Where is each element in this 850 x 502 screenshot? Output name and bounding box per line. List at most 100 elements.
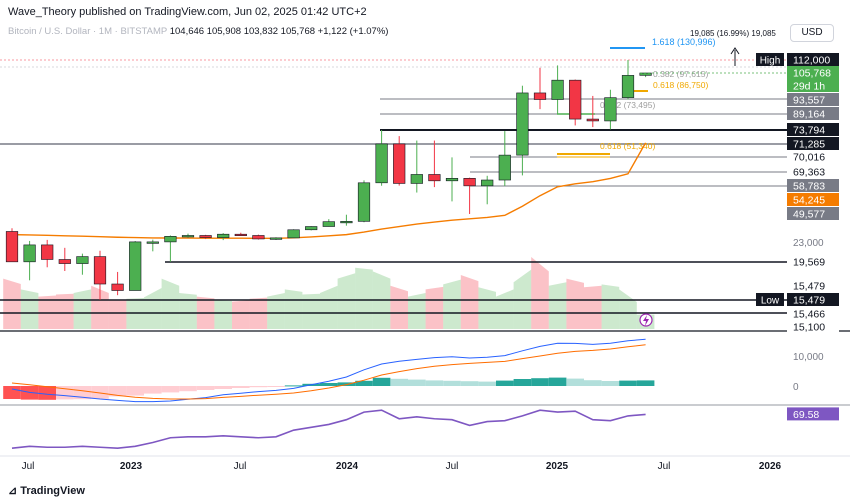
rsi-value-tag-bg [787,407,839,421]
candle-body [410,174,423,184]
candle-body [621,75,635,98]
macd-scale-label: 10,000 [793,352,824,363]
candle-body [146,241,159,244]
candle-body [252,235,265,240]
macd-histogram-bar [91,386,109,399]
measure-arrow-head-icon [730,47,740,55]
time-axis-label: 2024 [336,461,359,472]
ema-line [11,142,647,240]
candle-body [76,256,89,264]
price-tag-value: 105,768 [793,68,831,80]
price-tag-value: 58,783 [793,181,825,193]
price-tag-bg [787,66,839,79]
volume-area-segment [425,286,444,329]
price-tag-bg [787,320,839,333]
macd-scale-label: 0 [793,382,799,393]
macd-histogram-bar [390,378,408,386]
candle-body [551,79,564,100]
symbol-legend: Bitcoin / U.S. Dollar · 1M · BITSTAMP 10… [8,26,388,37]
macd-histogram-bar [584,380,602,386]
fib-label: 0.382 (97,615) [653,69,708,79]
macd-histogram-bar [284,385,303,387]
candle-body [58,259,71,264]
candle-body [428,174,441,182]
time-axis-label: Jul [658,461,671,472]
volume-area-segment [267,293,285,329]
volume-area-segment [284,289,303,329]
price-scale-label: 23,000 [793,238,824,249]
price-tag-bg [787,150,839,163]
volume-area-segment [548,282,567,329]
price-tag-bg [787,165,839,178]
rsi-line [11,409,646,450]
candle-body [498,154,511,181]
price-tag-bg [787,193,839,206]
volume-area-segment [584,285,602,329]
candle-body [199,235,212,238]
volume-area-segment [91,285,109,329]
price-tag-value: 112,000 [793,55,830,67]
candle-body [287,229,300,239]
time-axis-label: 2023 [120,461,143,472]
legend-close-value: 105,768 [280,26,316,37]
candle-body [604,97,617,122]
price-tag-value: 19,569 [793,257,825,269]
candle-body [23,244,36,263]
currency-button[interactable]: USD [790,24,834,42]
volume-area-segment [232,300,250,329]
volume-area-segment [531,257,549,329]
macd-histogram-bar [372,377,391,386]
candle-body [181,235,195,238]
time-axis-label: 2026 [759,461,782,472]
tradingview-logo[interactable]: ⊿ TradingView [8,484,85,497]
macd-histogram-bar [320,383,338,386]
price-tag-value: 49,577 [793,209,825,221]
macd-histogram-bar [249,386,268,388]
macd-histogram-bar [478,381,496,386]
candle-body [322,221,335,227]
price-tag-bg [787,53,839,66]
volume-area-segment [460,275,479,329]
price-tag-bg [787,107,839,120]
candle-body [481,179,494,187]
volume-area-segment [3,278,21,329]
candle-body [129,241,142,291]
volume-area-segment [108,299,127,329]
candle-body [516,92,529,156]
macd-histogram-bar [548,377,567,386]
volume-area-segment [337,273,356,329]
rsi-value-tag: 69.58 [793,409,819,421]
fib-label: 1.618 (130,996) [652,37,716,47]
macd-histogram-bar [267,386,285,387]
price-tag-label: Low [761,296,780,307]
candle-body [357,182,371,222]
macd-histogram-bar [408,379,426,386]
macd-histogram-bar [496,380,514,386]
volume-area-segment [601,284,620,329]
candle-body [41,244,54,260]
volume-area-segment [179,293,197,329]
macd-histogram-bar [601,381,620,386]
logo-text: TradingView [20,485,85,497]
price-tag-value: 93,557 [793,95,825,107]
macd-histogram-bar [355,380,373,386]
fib-label: 0.618 (51,340) [600,141,655,151]
fib-label: 0.618 (86,750) [653,80,708,90]
logo-mark-icon: ⊿ [8,485,21,497]
symbol-name[interactable]: Bitcoin / U.S. Dollar · 1M · BITSTAMP [8,26,168,37]
candle-body [234,233,247,237]
volume-area-segment [161,278,180,329]
legend-low-value: 103,832 [243,26,279,37]
legend-change-value: +1,122 (+1.07%) [317,26,389,37]
price-tag-value: 89,164 [793,109,825,121]
price-tag-value: 69,363 [793,167,825,179]
candle-body [5,231,19,263]
price-tag-bg [787,137,839,150]
candle-body [533,92,547,100]
price-tag-bg [787,279,839,292]
macd-histogram-bar [636,380,655,386]
candle-body [164,236,177,243]
volume-area-segment [355,267,373,329]
volume-area-segment [496,289,514,329]
